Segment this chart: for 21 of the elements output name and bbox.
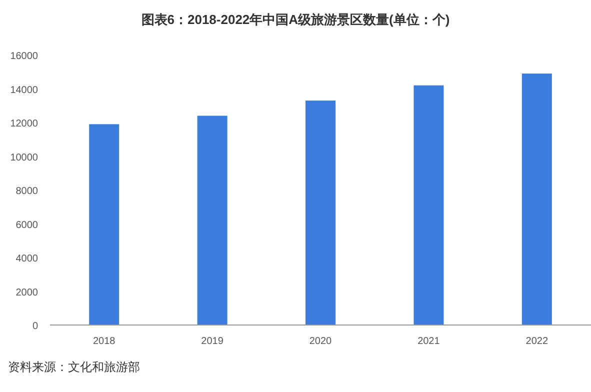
x-tick-label: 2021	[418, 336, 440, 347]
y-tick-label: 6000	[16, 220, 38, 231]
x-tick-label: 2019	[201, 336, 224, 347]
bar	[89, 124, 120, 325]
bar	[197, 116, 228, 325]
y-tick-label: 14000	[10, 84, 38, 96]
y-tick-label: 2000	[16, 287, 38, 298]
x-tick-label: 2020	[309, 336, 332, 347]
x-tick-label: 2018	[92, 336, 116, 347]
bar	[522, 74, 552, 325]
y-tick-label: 10000	[10, 152, 38, 164]
y-tick-label: 4000	[16, 254, 38, 264]
chart-title: 图表6：2018-2022年中国A级旅游景区数量(单位：个)	[141, 12, 450, 27]
y-tick-label: 0	[32, 321, 38, 332]
y-tick-label: 8000	[16, 186, 38, 197]
bar	[306, 100, 336, 325]
y-tick-label: 16000	[10, 51, 38, 62]
y-tick-label: 12000	[10, 118, 38, 130]
text: 资料来源：文化和旅游部	[8, 360, 140, 374]
bar	[414, 85, 444, 325]
x-tick-label: 2022	[526, 336, 548, 347]
